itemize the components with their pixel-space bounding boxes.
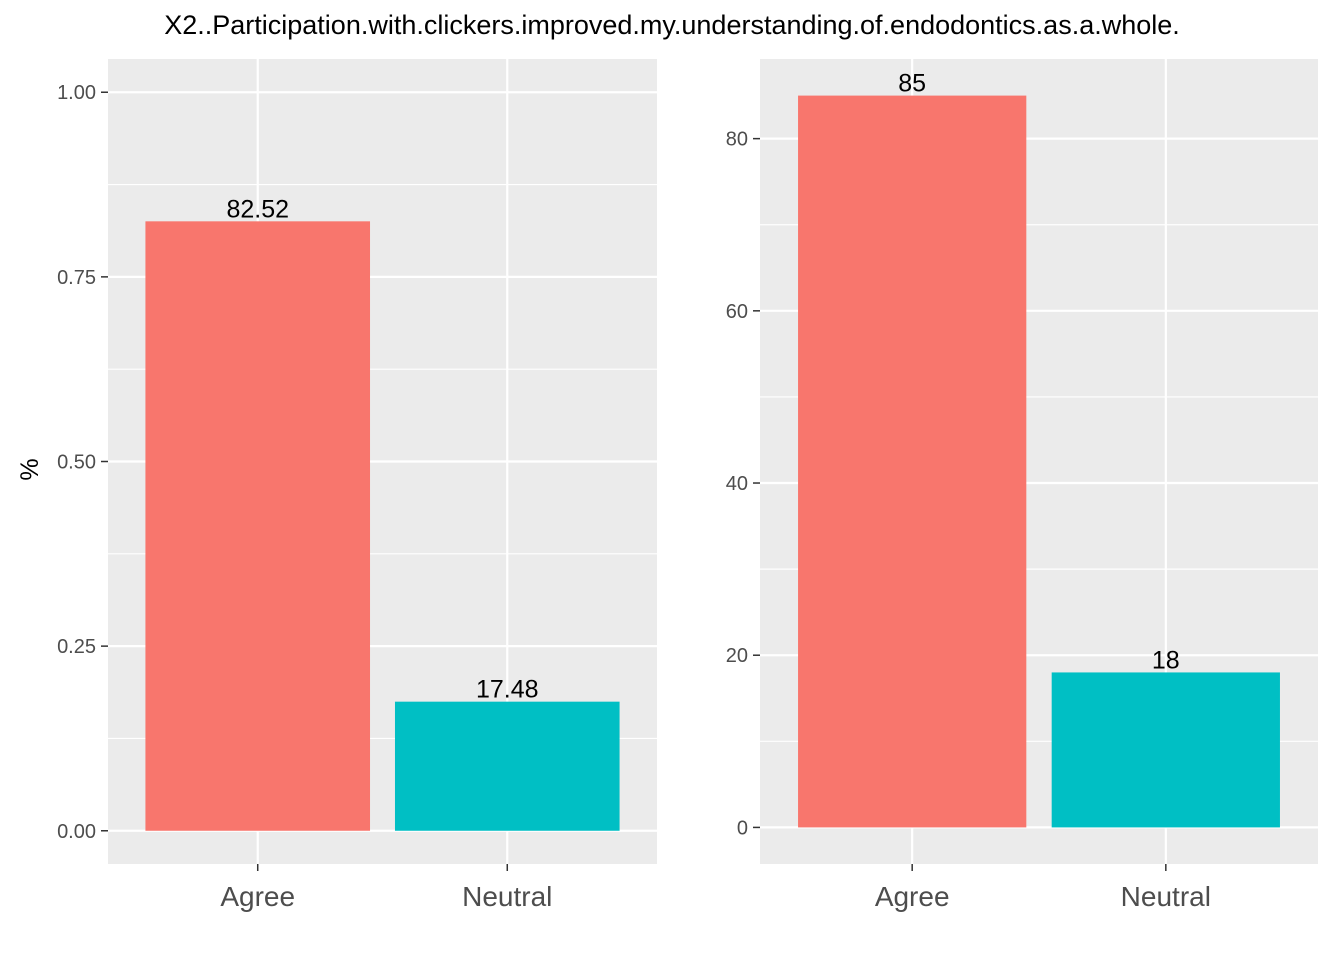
y-tick-label: 1.00 [57, 82, 96, 104]
y-tick-label: 60 [726, 301, 748, 323]
figure-title: X2..Participation.with.clickers.improved… [164, 10, 1180, 40]
y-tick-label: 0.00 [57, 821, 96, 843]
x-tick-label: Neutral [1121, 881, 1211, 912]
data-label: 85 [898, 70, 926, 98]
bar-neutral [1051, 672, 1280, 828]
chart-right: 0 20 40 60 80 85 18 Agree Neutral [726, 59, 1318, 912]
data-label: 17.48 [476, 676, 539, 704]
y-tick-label: 0.75 [57, 267, 96, 289]
chart-left: 0.00 0.25 0.50 0.75 1.00 82.52 17.48 Agree Neutr… [16, 59, 657, 912]
y-tick-label: 80 [726, 129, 748, 151]
data-label: 18 [1152, 646, 1180, 674]
bar-agree [145, 221, 371, 831]
y-tick-label: 20 [726, 645, 748, 667]
bar-agree [798, 95, 1027, 828]
y-axis-label: % [16, 458, 44, 480]
y-tick-label: 0.50 [57, 452, 96, 474]
bar-neutral [394, 701, 620, 831]
x-tick-label: Agree [220, 881, 295, 912]
data-label: 82.52 [226, 195, 289, 223]
y-tick-label: 0 [737, 817, 748, 839]
y-tick-label: 0.25 [57, 636, 96, 658]
x-tick-label: Agree [875, 881, 950, 912]
x-tick-label: Neutral [462, 881, 552, 912]
y-tick-label: 40 [726, 473, 748, 495]
